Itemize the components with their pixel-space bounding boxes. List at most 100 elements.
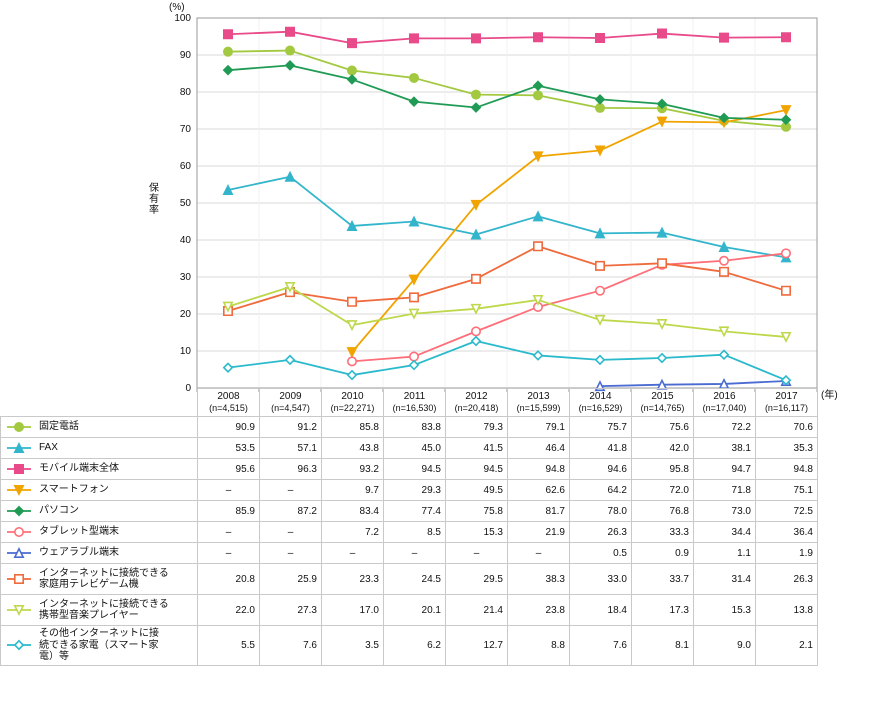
legend-cell: タブレット型端末 — [5, 525, 193, 539]
data-cell: 81.7 — [508, 501, 570, 522]
series-label-cell: FAX — [1, 438, 198, 459]
data-cell: 34.4 — [694, 522, 756, 543]
table-header-year: 2011(n=16,530) — [384, 389, 446, 417]
year-label: 2017 — [775, 391, 797, 402]
data-cell: – — [198, 480, 260, 501]
legend-marker-icon — [5, 483, 33, 497]
data-cell: – — [260, 522, 322, 543]
table-header-year: 2014(n=16,529) — [570, 389, 632, 417]
data-cell: 27.3 — [260, 595, 322, 626]
table-header-year: 2016(n=17,040) — [694, 389, 756, 417]
data-cell: 33.3 — [632, 522, 694, 543]
series-label-cell: 固定電話 — [1, 417, 198, 438]
data-cell: 75.7 — [570, 417, 632, 438]
data-cell: – — [198, 543, 260, 564]
table-header-year: 2015(n=14,765) — [632, 389, 694, 417]
data-cell: 8.8 — [508, 626, 570, 666]
data-cell: 77.4 — [384, 501, 446, 522]
data-cell: 25.9 — [260, 564, 322, 595]
svg-text:100: 100 — [174, 13, 191, 24]
series-label: タブレット型端末 — [39, 526, 119, 538]
svg-text:80: 80 — [180, 87, 192, 98]
data-cell: 93.2 — [322, 459, 384, 480]
legend-cell: FAX — [5, 441, 193, 455]
legend-cell: スマートフォン — [5, 483, 193, 497]
data-cell: – — [508, 543, 570, 564]
data-cell: 41.5 — [446, 438, 508, 459]
data-cell: 96.3 — [260, 459, 322, 480]
data-cell: 26.3 — [756, 564, 818, 595]
data-cell: 53.5 — [198, 438, 260, 459]
series-label: パソコン — [39, 505, 79, 517]
data-cell: 22.0 — [198, 595, 260, 626]
data-cell: 75.1 — [756, 480, 818, 501]
legend-marker-icon — [5, 441, 33, 455]
series-label-cell: ウェアラブル端末 — [1, 543, 198, 564]
data-cell: 78.0 — [570, 501, 632, 522]
year-label: 2012 — [465, 391, 487, 402]
data-cell: 15.3 — [694, 595, 756, 626]
data-cell: 35.3 — [756, 438, 818, 459]
year-label: 2016 — [713, 391, 735, 402]
data-cell: 94.5 — [446, 459, 508, 480]
y-axis-unit-label: (%) — [169, 2, 185, 13]
data-cell: 70.6 — [756, 417, 818, 438]
data-cell: 94.5 — [384, 459, 446, 480]
legend-marker-icon — [5, 572, 33, 586]
data-cell: 46.4 — [508, 438, 570, 459]
data-cell: 87.2 — [260, 501, 322, 522]
series-label-cell: パソコン — [1, 501, 198, 522]
series-label: スマートフォン — [39, 484, 109, 496]
data-cell: 29.5 — [446, 564, 508, 595]
data-cell: 26.3 — [570, 522, 632, 543]
data-cell: 64.2 — [570, 480, 632, 501]
series-label-cell: スマートフォン — [1, 480, 198, 501]
data-cell: 0.5 — [570, 543, 632, 564]
legend-cell: ウェアラブル端末 — [5, 546, 193, 560]
legend-marker-icon — [5, 504, 33, 518]
n-label: (n=17,040) — [703, 403, 747, 413]
data-cell: 18.4 — [570, 595, 632, 626]
n-label: (n=16,530) — [393, 403, 437, 413]
svg-text:30: 30 — [180, 272, 192, 283]
data-cell: 20.1 — [384, 595, 446, 626]
n-label: (n=4,547) — [271, 403, 310, 413]
data-cell: 21.4 — [446, 595, 508, 626]
table-header-year: 2013(n=15,599) — [508, 389, 570, 417]
page-root: 0102030405060708090100 (%) 保有率 (年) 2008(… — [0, 0, 875, 722]
data-cell: 23.8 — [508, 595, 570, 626]
data-cell: 8.5 — [384, 522, 446, 543]
data-cell: – — [322, 543, 384, 564]
data-cell: 33.0 — [570, 564, 632, 595]
data-cell: 72.5 — [756, 501, 818, 522]
data-cell: 33.7 — [632, 564, 694, 595]
svg-text:40: 40 — [180, 235, 192, 246]
legend-marker-icon — [5, 638, 33, 652]
n-label: (n=14,765) — [641, 403, 685, 413]
svg-text:20: 20 — [180, 309, 192, 320]
data-cell: 17.3 — [632, 595, 694, 626]
data-cell: 85.9 — [198, 501, 260, 522]
table-header-year: 2017(n=16,117) — [756, 389, 818, 417]
ownership-line-chart: 0102030405060708090100 — [0, 0, 875, 420]
data-cell: – — [260, 480, 322, 501]
legend-cell: 固定電話 — [5, 420, 193, 434]
data-cell: 0.9 — [632, 543, 694, 564]
table-row: ウェアラブル端末––––––0.50.91.11.9 — [1, 543, 818, 564]
data-cell: 23.3 — [322, 564, 384, 595]
series-label: その他インターネットに接続できる家電（スマート家電）等 — [39, 628, 159, 663]
series-label-cell: その他インターネットに接続できる家電（スマート家電）等 — [1, 626, 198, 666]
data-cell: – — [260, 543, 322, 564]
data-cell: 76.8 — [632, 501, 694, 522]
data-cell: 21.9 — [508, 522, 570, 543]
table-row: スマートフォン––9.729.349.562.664.272.071.875.1 — [1, 480, 818, 501]
legend-cell: インターネットに接続できる携帯型音楽プレイヤー — [5, 599, 193, 622]
table-row: モバイル端末全体95.696.393.294.594.594.894.695.8… — [1, 459, 818, 480]
data-cell: 13.8 — [756, 595, 818, 626]
table-row: インターネットに接続できる携帯型音楽プレイヤー22.027.317.020.12… — [1, 595, 818, 626]
data-cell: 42.0 — [632, 438, 694, 459]
data-cell: 12.7 — [446, 626, 508, 666]
data-cell: 31.4 — [694, 564, 756, 595]
svg-text:50: 50 — [180, 198, 192, 209]
series-label: 固定電話 — [39, 421, 79, 433]
